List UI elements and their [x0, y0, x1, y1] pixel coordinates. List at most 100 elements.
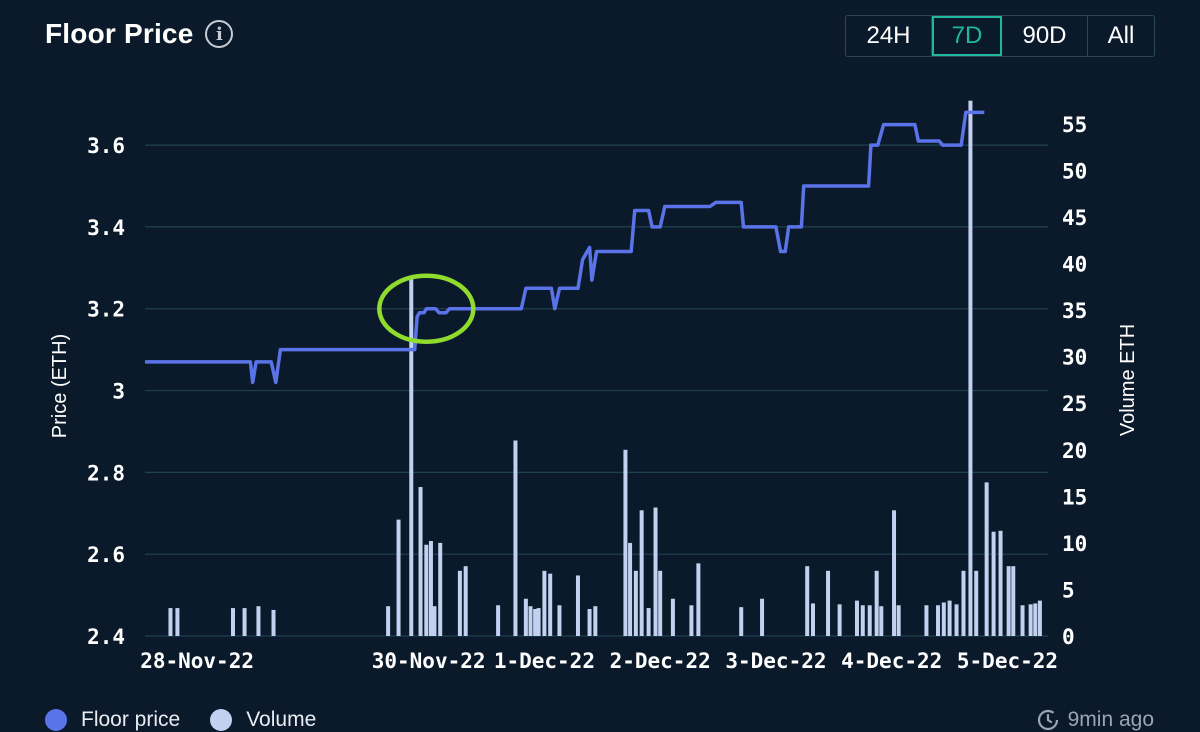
volume-bar [513, 440, 518, 636]
volume-bar [739, 607, 744, 636]
volume-bar [271, 609, 276, 636]
volume-bar [557, 605, 562, 636]
x-tick-label: 3-Dec-22 [725, 649, 826, 673]
y-right-tick-label: 55 [1062, 113, 1087, 137]
x-tick-label: 2-Dec-22 [610, 649, 711, 673]
x-tick-label: 30-Nov-22 [372, 649, 486, 673]
volume-bar [256, 606, 261, 636]
legend: Floor price Volume [45, 708, 316, 732]
volume-bar [1037, 600, 1042, 636]
volume-bar [633, 570, 638, 636]
volume-bar [998, 530, 1003, 636]
volume-bar [242, 608, 247, 636]
y-axis-right-title: Volume ETH [1117, 324, 1139, 436]
volume-bar [428, 541, 433, 636]
volume-bar [587, 609, 592, 636]
y-left-tick-label: 2.6 [87, 543, 125, 567]
y-right-tick-label: 0 [1062, 625, 1075, 649]
volume-bar [386, 606, 391, 636]
volume-bar [826, 570, 831, 636]
x-tick-label: 1-Dec-22 [494, 649, 595, 673]
volume-bar [542, 570, 547, 636]
volume-bar [867, 605, 872, 636]
volume-bar [936, 605, 941, 636]
volume-bar [961, 570, 966, 636]
y-right-tick-label: 30 [1062, 346, 1087, 370]
volume-bar [947, 600, 952, 636]
y-left-tick-label: 2.4 [87, 625, 125, 649]
y-left-tick-label: 3 [112, 380, 125, 404]
legend-dot-volume [210, 709, 233, 731]
y-right-tick-label: 50 [1062, 159, 1087, 183]
volume-bar [670, 598, 675, 636]
volume-bar [658, 570, 663, 636]
volume-bar [991, 531, 996, 636]
volume-bar [984, 482, 989, 636]
last-updated: 9min ago [1036, 708, 1154, 732]
tab-90d[interactable]: 90D [1002, 16, 1088, 56]
volume-bar [438, 542, 443, 636]
volume-bar [974, 570, 979, 636]
volume-bar [1011, 566, 1016, 636]
volume-bar [1028, 604, 1033, 636]
tab-all[interactable]: All [1107, 22, 1135, 49]
y-left-tick-label: 3.6 [87, 134, 125, 158]
tab-7d[interactable]: 7D [932, 16, 1002, 56]
chart-header: Floor Price i [45, 18, 234, 50]
volume-bar [1033, 603, 1038, 636]
volume-bar [523, 598, 528, 636]
x-tick-label: 4-Dec-22 [841, 649, 942, 673]
volume-bar [805, 566, 810, 636]
y-axis-left-title: Price (ETH) [49, 334, 71, 438]
volume-bar [896, 605, 901, 636]
x-axis-ticks: 28-Nov-22 30-Nov-22 1-Dec-22 2-Dec-22 3-Dec-… [140, 649, 1058, 673]
volume-bar [1006, 566, 1011, 636]
volume-bar [575, 575, 580, 636]
y-right-tick-label: 35 [1062, 299, 1087, 323]
volume-bar [968, 100, 973, 637]
volume-bar [837, 604, 842, 636]
volume-bar [593, 606, 598, 636]
volume-bar [646, 608, 651, 636]
time-range-tabs: 24H 7D 90D All [845, 15, 1155, 57]
y-right-tick-label: 10 [1062, 532, 1087, 556]
volume-bar [954, 604, 959, 636]
page-title: Floor Price [45, 18, 194, 49]
volume-bar [168, 608, 173, 636]
y-axis-right-ticks: 0 5 10 15 20 25 30 35 40 45 50 55 [1062, 113, 1087, 649]
y-left-tick-label: 3.4 [87, 216, 125, 240]
volume-bar [496, 605, 501, 636]
y-axis-left-ticks: 2.4 2.6 2.8 3 3.2 3.4 3.6 [87, 134, 125, 649]
volume-bar [628, 542, 633, 636]
volume-bar [854, 600, 859, 636]
volume-bar [874, 570, 879, 636]
volume-bar [760, 598, 765, 636]
volume-bar [892, 510, 897, 636]
volume-bar [653, 507, 658, 636]
y-right-tick-label: 20 [1062, 439, 1087, 463]
volume-bar [230, 608, 235, 636]
volume-bar [409, 277, 414, 636]
x-tick-label: 28-Nov-22 [140, 649, 254, 673]
legend-dot-floor-price [45, 709, 67, 731]
volume-bar [536, 608, 541, 636]
volume-bar [175, 608, 180, 636]
volume-bar [623, 449, 628, 636]
volume-bar [463, 566, 468, 636]
info-icon[interactable]: i [205, 20, 234, 48]
tab-24h[interactable]: 24H [846, 16, 932, 56]
volume-bar [860, 605, 865, 636]
y-left-tick-label: 3.2 [87, 298, 125, 322]
legend-item-volume[interactable]: Volume [210, 708, 316, 732]
x-tick-label: 5-Dec-22 [957, 649, 1058, 673]
volume-bars [168, 100, 1042, 637]
volume-bar [639, 510, 644, 636]
volume-bar [941, 602, 946, 636]
y-right-tick-label: 40 [1062, 253, 1087, 277]
y-right-tick-label: 25 [1062, 392, 1087, 416]
legend-item-floor-price[interactable]: Floor price [45, 708, 180, 732]
legend-label-volume: Volume [246, 708, 317, 731]
last-updated-text: 9min ago [1067, 708, 1154, 731]
volume-bar [924, 605, 929, 636]
highlight-circle [377, 273, 476, 344]
